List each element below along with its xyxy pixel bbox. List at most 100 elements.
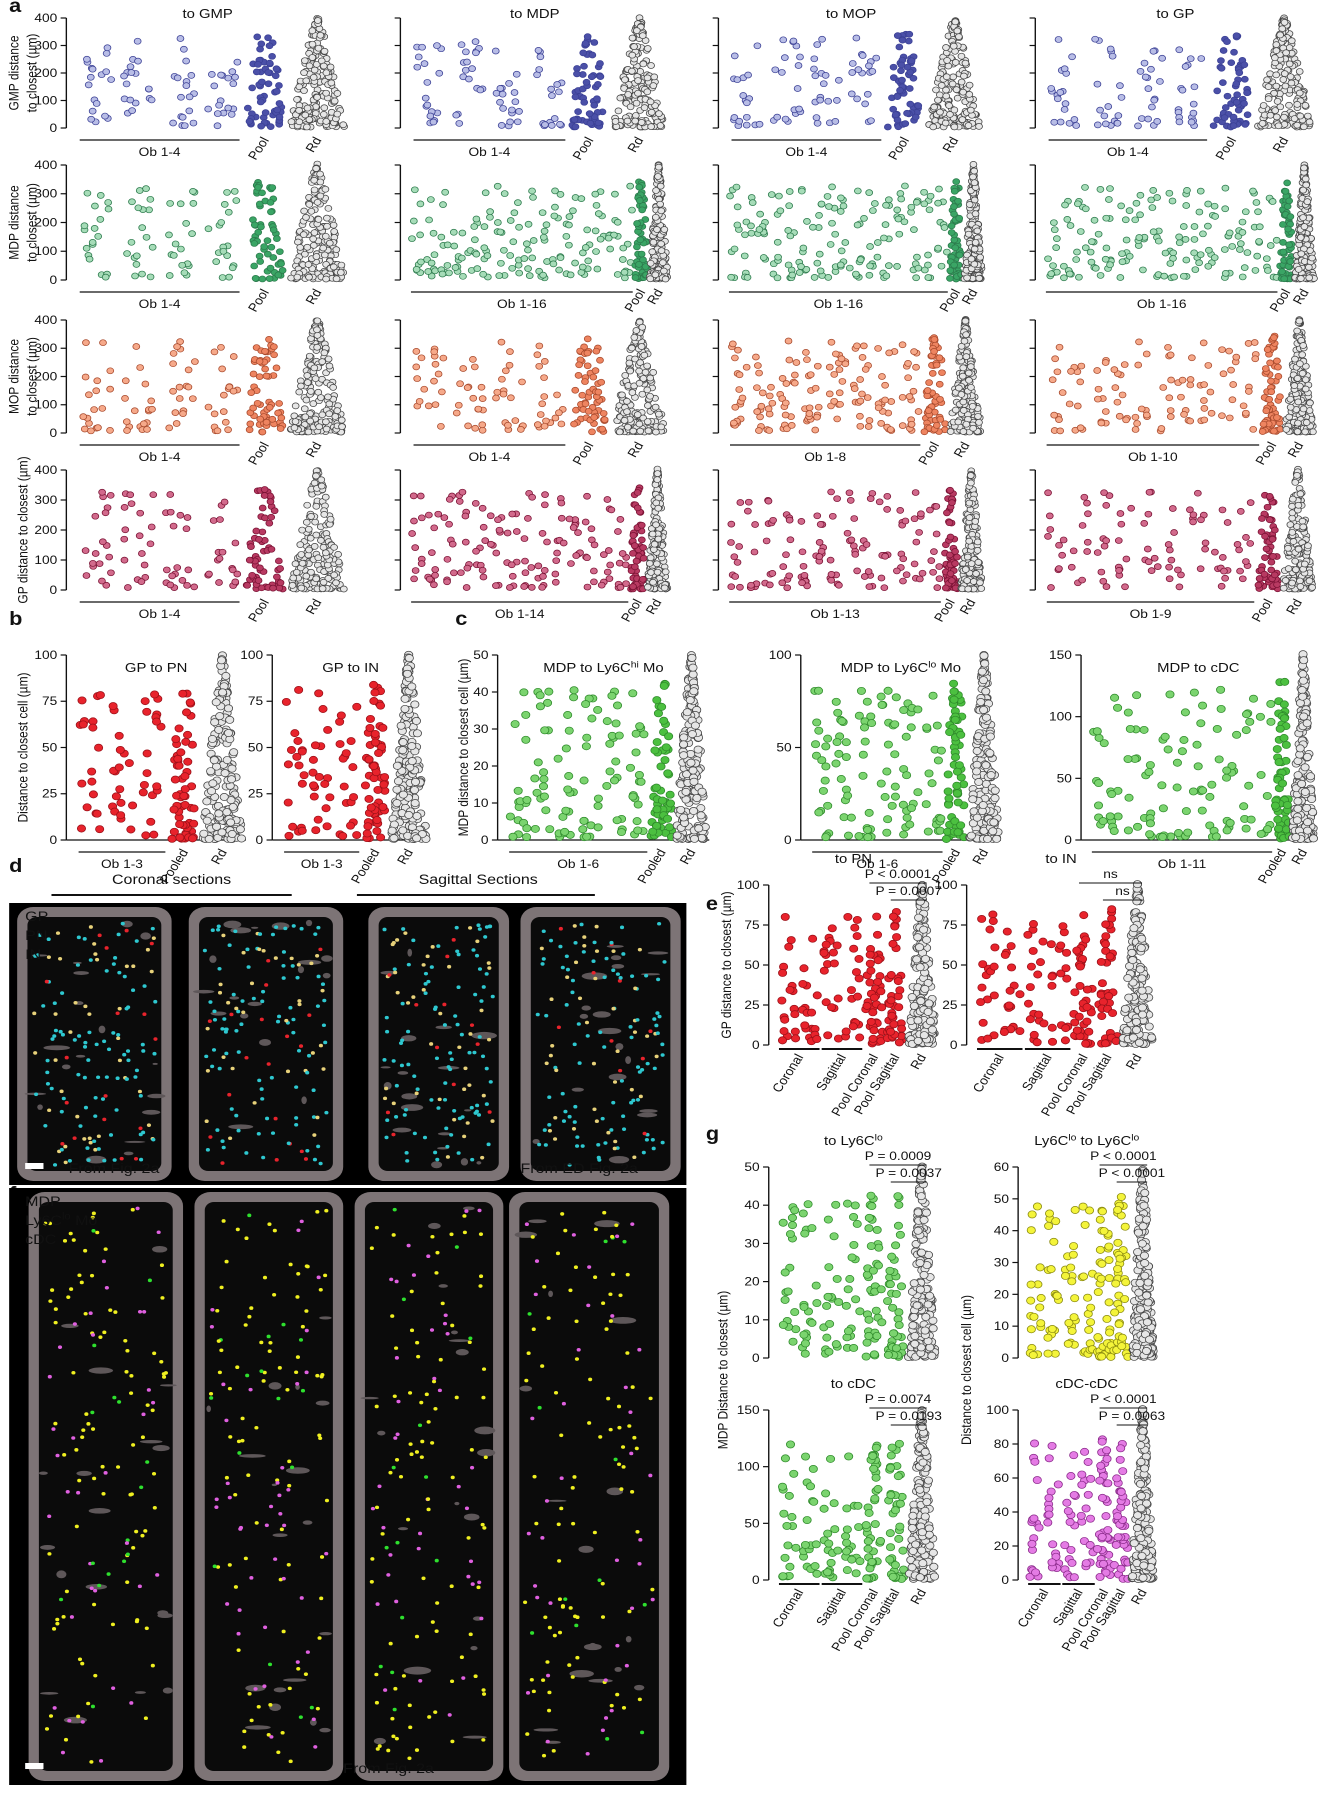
dot (270, 227, 277, 233)
dot (1222, 270, 1229, 276)
dot (530, 238, 537, 244)
dot (849, 60, 856, 66)
dot (631, 543, 638, 549)
dot (1201, 382, 1208, 388)
dot (321, 511, 328, 517)
dot (314, 94, 321, 100)
dot (94, 378, 101, 384)
dot (409, 236, 416, 242)
dot (248, 544, 255, 550)
dot (1208, 410, 1215, 416)
category-label: Pool (1212, 134, 1240, 162)
dot (800, 245, 807, 251)
dot (521, 255, 528, 261)
dot (1222, 105, 1229, 111)
dot (849, 70, 856, 76)
dot (107, 386, 114, 392)
dot (806, 405, 813, 411)
dot (319, 359, 326, 365)
dot (183, 526, 190, 532)
dot (107, 427, 114, 433)
dot (426, 217, 433, 223)
dot (225, 105, 232, 111)
dot (1218, 58, 1225, 64)
dot (269, 185, 276, 191)
dot (319, 586, 326, 592)
dot (301, 58, 308, 64)
dot (444, 556, 451, 562)
dot (1123, 417, 1130, 423)
dot (1294, 101, 1301, 107)
dot (432, 402, 439, 408)
dot (1221, 115, 1228, 121)
dot (1220, 48, 1227, 54)
dot (1178, 394, 1185, 400)
dot (1304, 113, 1311, 119)
dot (186, 94, 193, 100)
dot (835, 77, 842, 83)
category-label: Rd (302, 286, 325, 306)
dot (304, 244, 311, 250)
dot (936, 381, 943, 387)
dot (253, 69, 260, 75)
dot (1224, 39, 1231, 45)
dot (317, 395, 324, 401)
dot (190, 188, 197, 194)
dot (450, 570, 457, 576)
dot (148, 97, 155, 103)
dot (554, 392, 561, 398)
dot (481, 245, 488, 251)
dot (128, 501, 135, 507)
dot (268, 514, 275, 520)
dot (144, 426, 151, 432)
dot (785, 227, 792, 233)
dot (911, 349, 918, 355)
dot (1245, 388, 1252, 394)
dot (655, 164, 662, 170)
dot (955, 198, 962, 204)
dot (655, 411, 662, 417)
dot (567, 272, 574, 278)
dot (541, 228, 548, 234)
dot (915, 408, 922, 414)
dot (962, 318, 969, 324)
dot (167, 492, 174, 498)
dot (323, 70, 330, 76)
dot (1088, 239, 1095, 245)
dot (782, 400, 789, 406)
dot (93, 388, 100, 394)
dot (211, 411, 218, 417)
dot (432, 572, 439, 578)
dot (933, 422, 940, 428)
dot (507, 395, 514, 401)
dot (492, 583, 499, 589)
dot (943, 45, 950, 51)
dot (417, 493, 424, 499)
dot (787, 233, 794, 239)
dot (138, 579, 145, 585)
dot (434, 43, 441, 49)
dot (315, 216, 322, 222)
dot (786, 203, 793, 209)
dot (885, 197, 892, 203)
dot (317, 171, 324, 177)
dot (1230, 382, 1237, 388)
dot (552, 415, 559, 421)
category-label: Pool (569, 134, 597, 162)
category-label: Rd (1284, 439, 1307, 459)
dot (1150, 187, 1157, 193)
dot (1048, 271, 1055, 277)
dot (330, 264, 337, 270)
dot (644, 403, 651, 409)
dot (621, 275, 628, 281)
dot (1094, 396, 1101, 402)
dot (539, 210, 546, 216)
dot (81, 223, 88, 229)
dot (644, 419, 651, 425)
dot (1098, 420, 1105, 426)
dot (543, 222, 550, 228)
dot (921, 189, 928, 195)
dot (121, 557, 128, 563)
dot (475, 406, 482, 412)
dot (263, 373, 270, 379)
